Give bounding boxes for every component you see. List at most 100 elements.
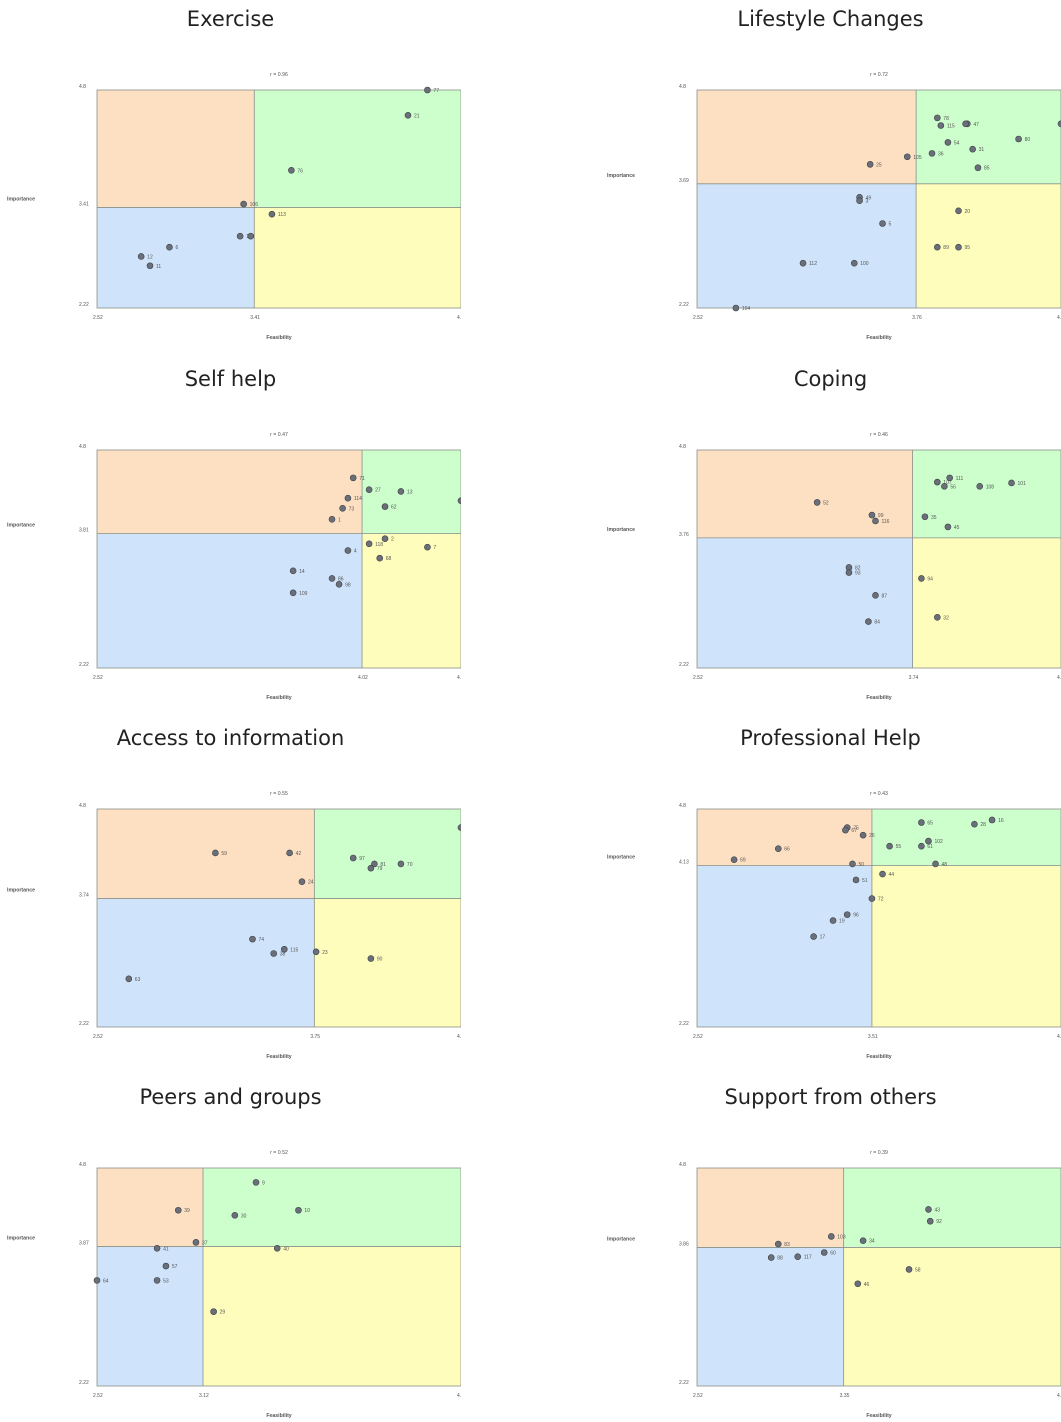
quadrant-top-right [871, 809, 1061, 866]
data-point [849, 860, 856, 868]
y-tick-label: 3.86 [679, 1241, 689, 1247]
data-point [298, 878, 306, 885]
data-point-label: 102 [934, 839, 943, 845]
data-point [842, 826, 849, 834]
data-point-label: 11 [156, 264, 161, 270]
data-point-label: 45 [954, 525, 960, 531]
data-point-label: 79 [377, 866, 383, 872]
quadrant-bottom-left [97, 207, 255, 308]
data-point-label: 95 [965, 245, 971, 251]
data-point [328, 575, 336, 582]
data-point [856, 197, 863, 204]
data-point-label: 39 [184, 1208, 190, 1214]
data-point [328, 515, 336, 523]
data-point-label: 55 [896, 844, 902, 850]
data-point-label: 114 [354, 496, 362, 502]
quadrant-top-right [203, 1168, 461, 1247]
data-point [941, 483, 948, 490]
chart-panel: Self help r = 0.47 Feasibility Importance 2.… [0, 360, 461, 703]
y-tick-label: 2.22 [679, 662, 689, 668]
data-point-label: 54 [954, 140, 960, 146]
y-axis-label: Importance [7, 523, 35, 529]
data-point [153, 1277, 161, 1284]
data-point [774, 845, 782, 853]
x-axis-label: Feasibility [866, 335, 891, 341]
data-point [281, 945, 288, 953]
quadrant-top-left [97, 90, 255, 208]
data-point-label: 52 [823, 500, 829, 506]
x-tick-label: 3.51 [868, 1034, 878, 1040]
x-tick-label: 2.52 [693, 1393, 703, 1399]
x-tick-label: 4.58 [457, 1034, 461, 1040]
data-point-label: 50 [858, 862, 864, 868]
data-point [166, 243, 173, 251]
data-point-label: 44 [889, 872, 895, 878]
y-tick-label: 2.22 [79, 302, 89, 308]
data-point [365, 540, 373, 548]
chart-subtitle: r = 0.43 [870, 791, 888, 797]
data-point-label: 31 [979, 147, 985, 153]
data-point-label: 17 [820, 935, 826, 941]
data-point [813, 499, 821, 506]
chart-panel: Peers and groups r = 0.52 Feasibility Impor… [0, 1078, 461, 1421]
data-point-label: 56 [950, 484, 956, 490]
chart-title: Lifestyle Changes [737, 7, 924, 31]
data-point [928, 150, 936, 157]
data-point-label: 84 [874, 620, 880, 626]
quadrant-bottom-left [697, 865, 872, 1027]
plot-frame [696, 1167, 1061, 1387]
data-point-label: 115 [290, 947, 298, 953]
y-tick-label: 4.8 [679, 84, 686, 90]
data-point-label: 64 [103, 1278, 109, 1284]
data-point [295, 1206, 302, 1214]
chart-title: Exercise [186, 7, 275, 31]
data-point [926, 1217, 934, 1225]
x-tick-label: 2.52 [693, 675, 703, 681]
y-tick-label: 2.22 [79, 1021, 89, 1027]
data-point [827, 1233, 835, 1240]
data-point [859, 1237, 867, 1244]
chart-title: Self help [184, 367, 277, 391]
data-point-label: 116 [881, 519, 889, 525]
plot-frame [696, 449, 1061, 669]
data-point [1008, 479, 1015, 487]
plot-frame [696, 89, 1061, 309]
data-point-label: 2 [391, 537, 394, 543]
data-point [365, 486, 373, 494]
scatter-plot: r = 0.43 Feasibility Importance 2.52 3.51 4.5… [607, 791, 1061, 1060]
data-point [270, 950, 277, 957]
chart-subtitle: r = 0.55 [270, 791, 288, 797]
data-point-label: 115 [947, 123, 955, 129]
data-point [944, 139, 952, 146]
data-point-label: 70 [407, 862, 413, 868]
data-point-label: 87 [881, 593, 887, 599]
data-point-label: 78 [943, 116, 949, 122]
x-tick-label: 3.41 [250, 315, 260, 321]
data-point [886, 842, 893, 850]
data-point [381, 535, 389, 543]
data-point-label: 111 [956, 476, 964, 482]
y-tick-label: 4.8 [79, 444, 86, 450]
data-point-label: 46 [864, 1282, 870, 1288]
data-point-label: 69 [740, 858, 746, 864]
data-point [146, 262, 154, 270]
data-point-label: 92 [936, 1219, 942, 1225]
chart-title: Peers and groups [139, 1085, 322, 1109]
scatter-plot: r = 0.72 Feasibility Importance 2.52 3.76 4.5… [607, 72, 1061, 341]
data-point-label: 73 [349, 506, 355, 512]
quadrant-top-right [254, 90, 461, 208]
x-axis-label: Feasibility [266, 335, 291, 341]
data-point-label: 53 [163, 1278, 169, 1284]
data-point [918, 842, 925, 850]
data-point-label: 83 [784, 1242, 790, 1248]
scatter-plot: r = 0.47 Feasibility Importance 2.52 4.02 4.5… [7, 432, 461, 701]
x-tick-label: 3.76 [912, 315, 922, 321]
data-point-label: 67 [851, 828, 857, 834]
data-point-label: 104 [742, 306, 751, 312]
x-axis-label: Feasibility [866, 1413, 891, 1419]
data-point [866, 161, 874, 168]
quadrant-top-left [697, 450, 913, 538]
x-tick-label: 2.52 [93, 315, 103, 321]
data-point-label: 23 [322, 950, 328, 956]
data-point-label: 28 [980, 822, 986, 828]
